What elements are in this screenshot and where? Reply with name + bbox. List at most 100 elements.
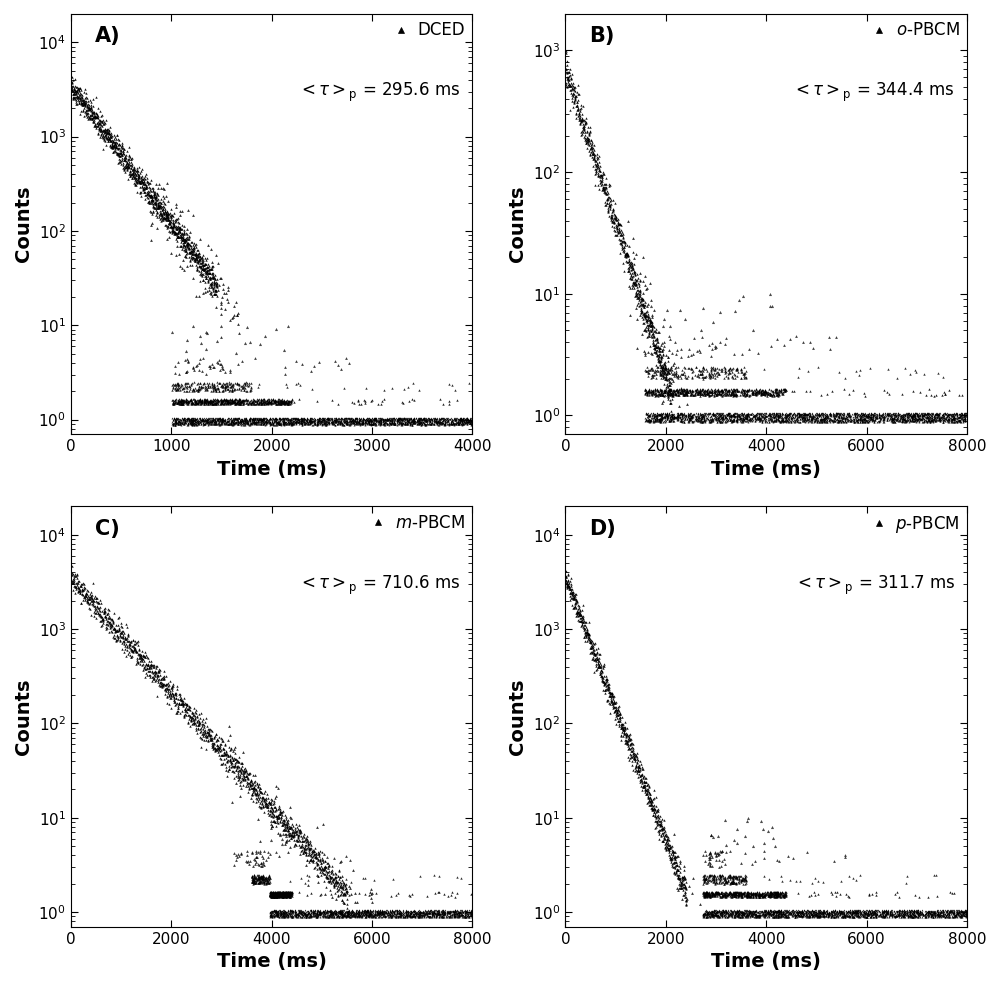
Point xyxy=(956,408,972,424)
Point xyxy=(698,886,714,901)
Point xyxy=(72,106,88,122)
Point xyxy=(270,393,286,409)
Point xyxy=(739,887,755,903)
Point xyxy=(331,908,347,924)
Point xyxy=(271,411,287,427)
Point xyxy=(830,408,846,424)
Point xyxy=(751,905,767,921)
Point xyxy=(333,906,349,922)
Point xyxy=(743,382,759,398)
Point xyxy=(215,733,231,749)
Point xyxy=(684,409,700,425)
Point xyxy=(126,642,142,658)
Point xyxy=(624,261,640,277)
Point xyxy=(583,140,599,156)
Point xyxy=(271,415,287,430)
Point xyxy=(842,904,858,920)
Point xyxy=(658,347,674,362)
Point xyxy=(194,261,210,277)
Point xyxy=(583,137,599,153)
Point xyxy=(718,905,734,921)
Point xyxy=(252,783,268,799)
Point xyxy=(652,340,668,356)
Point xyxy=(209,731,225,747)
Point xyxy=(766,406,782,422)
Point xyxy=(81,597,97,613)
Point xyxy=(267,413,283,428)
Point xyxy=(368,412,384,427)
Point xyxy=(571,112,587,128)
Point xyxy=(298,416,314,431)
Point xyxy=(801,908,817,924)
Point xyxy=(879,905,895,921)
Point xyxy=(689,381,705,397)
Point xyxy=(288,906,304,922)
Point xyxy=(192,729,208,745)
Point xyxy=(267,886,283,902)
Point xyxy=(373,416,389,431)
Point xyxy=(202,415,218,430)
Point xyxy=(777,909,793,925)
Point xyxy=(700,381,716,397)
Point xyxy=(664,407,680,423)
Point xyxy=(656,823,672,839)
Point xyxy=(601,178,617,194)
Point xyxy=(290,375,306,391)
Point xyxy=(890,406,906,422)
Point xyxy=(420,905,436,921)
Point xyxy=(708,848,724,864)
Point xyxy=(125,164,141,179)
Point xyxy=(160,212,176,228)
Point xyxy=(610,212,626,228)
Point xyxy=(743,907,759,923)
Point xyxy=(264,886,280,901)
Point xyxy=(812,907,828,923)
Point xyxy=(167,359,183,374)
Point xyxy=(676,877,692,892)
Point xyxy=(764,909,780,925)
Point xyxy=(328,411,344,427)
Point xyxy=(436,904,452,920)
Point xyxy=(765,909,781,925)
Point xyxy=(213,270,229,286)
Point xyxy=(170,214,186,230)
Point xyxy=(210,739,226,755)
Point xyxy=(82,110,98,126)
Point xyxy=(578,115,594,131)
Point xyxy=(403,909,419,925)
Point xyxy=(375,411,391,427)
Point xyxy=(643,292,659,307)
Point xyxy=(585,651,601,667)
Point xyxy=(594,169,610,185)
Point xyxy=(355,414,371,429)
Point xyxy=(372,908,388,924)
Point xyxy=(813,905,829,921)
Point xyxy=(603,209,619,225)
Point xyxy=(197,392,213,408)
Point xyxy=(100,121,116,137)
Point xyxy=(297,832,313,848)
Point xyxy=(873,410,889,426)
Point xyxy=(193,380,209,396)
Point xyxy=(419,416,435,431)
Point xyxy=(882,411,898,427)
Point xyxy=(407,908,423,924)
Point xyxy=(783,905,799,921)
Point xyxy=(323,863,339,879)
Point xyxy=(418,904,434,920)
Point xyxy=(270,396,286,412)
Point xyxy=(875,908,891,924)
Point xyxy=(430,905,446,921)
Point xyxy=(245,784,261,800)
Point xyxy=(250,844,266,860)
Point xyxy=(218,416,234,431)
Point xyxy=(258,396,274,412)
Point xyxy=(91,122,107,138)
Point xyxy=(118,635,134,651)
Point xyxy=(237,413,253,428)
Point xyxy=(270,886,286,902)
Point xyxy=(686,330,702,346)
Point xyxy=(957,406,973,422)
Point xyxy=(333,902,349,918)
Point xyxy=(696,361,712,377)
